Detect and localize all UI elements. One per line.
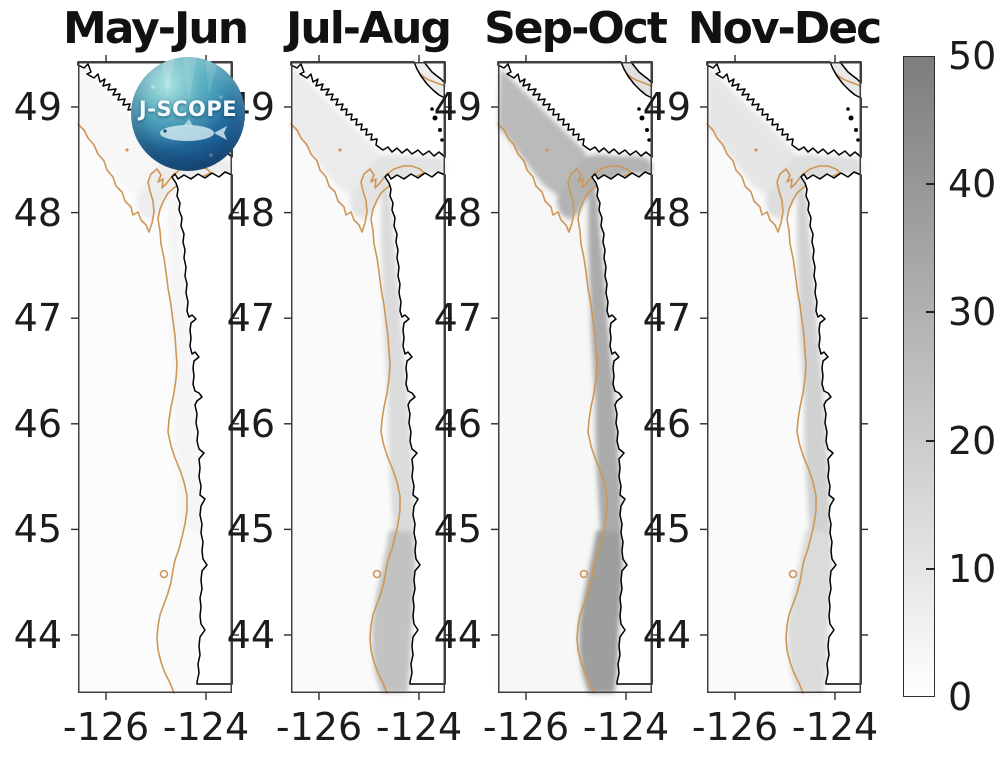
region-heceta-bank <box>788 530 831 693</box>
y-tick-label: 48 <box>433 190 482 235</box>
panel-border <box>498 62 652 693</box>
colorbar-tick-label: 20 <box>948 418 997 463</box>
y-tick-label: 46 <box>13 401 62 446</box>
x-tick-label: -124 <box>582 705 670 749</box>
x-tick-label: -124 <box>791 705 879 749</box>
wa-or-mainland-land <box>800 171 862 685</box>
panel-title: Nov-Dec <box>687 3 882 54</box>
y-tick-label: 47 <box>13 296 62 341</box>
shelf-break-contour <box>706 123 841 694</box>
region-vancouver-island-shelf <box>707 68 795 198</box>
colorbar-tick-label: 0 <box>948 675 973 719</box>
panel-border <box>78 62 232 693</box>
axis-tick-marks <box>491 55 659 700</box>
y-tick-label: 48 <box>13 190 62 235</box>
seamount-dot <box>125 148 129 152</box>
y-tick-label: 46 <box>226 401 275 446</box>
y-tick-label: 45 <box>642 507 691 552</box>
y-tick-label: 49 <box>642 85 691 129</box>
y-tick-label: 44 <box>226 613 275 657</box>
colorbar-tick-mark <box>926 567 935 570</box>
y-tick-label: 47 <box>642 296 691 341</box>
shelf-break-contour <box>497 123 632 694</box>
jscope-logo: J-SCOPE <box>131 57 245 171</box>
colorbar-tick-mark <box>926 311 935 314</box>
panel-title: May-Jun <box>62 3 249 54</box>
san-juan-islands <box>637 107 651 142</box>
y-tick-label: 45 <box>433 507 482 552</box>
y-tick-label: 48 <box>642 190 691 235</box>
wa-or-mainland-land <box>591 171 653 685</box>
map-panel-may-jun: May-Jun 49 48 47 46 45 44 <box>14 5 249 747</box>
x-tick-label: -124 <box>162 705 250 749</box>
san-juan-islands <box>430 107 444 142</box>
region-heceta-bank <box>159 530 202 693</box>
colorbar-tick-mark <box>926 183 935 186</box>
colorbar <box>903 56 935 697</box>
bank-contour-loop <box>579 569 589 579</box>
x-tick-label: -126 <box>691 705 779 749</box>
colorbar-tick-label: 10 <box>948 546 997 591</box>
map-panel-sep-oct: Sep-Oct 49 48 47 46 45 44 <box>434 5 669 747</box>
map-panel-jul-aug: Jul-Aug 49 48 47 46 45 44 <box>227 5 462 747</box>
y-axis-tick-labels: 49 48 47 46 45 44 <box>8 62 70 693</box>
map-panel-nov-dec: Nov-Dec 49 48 47 46 45 44 <box>643 5 883 747</box>
colorbar-tick-mark <box>926 439 935 442</box>
x-tick-label: -124 <box>375 705 463 749</box>
y-tick-label: 45 <box>13 507 62 552</box>
x-tick-label: -126 <box>482 705 570 749</box>
san-juan-islands <box>846 107 860 142</box>
panel-border <box>291 62 445 693</box>
bank-contour-loop <box>788 569 798 579</box>
landmasses <box>706 61 862 685</box>
y-axis-tick-labels: 49 48 47 46 45 44 <box>428 62 490 693</box>
y-tick-label: 44 <box>13 613 62 657</box>
x-tick-label: -126 <box>275 705 363 749</box>
axis-tick-marks <box>284 55 452 700</box>
region-heceta-bank <box>372 530 415 693</box>
logo-artwork <box>151 57 227 157</box>
y-tick-label: 47 <box>433 296 482 341</box>
colorbar-tick-label: 50 <box>948 34 997 78</box>
y-tick-label: 46 <box>433 401 482 446</box>
panel-title: Jul-Aug <box>286 3 452 54</box>
landmasses <box>290 61 446 685</box>
map-plot-area <box>491 55 659 700</box>
wa-or-mainland-land <box>171 171 233 685</box>
region-vancouver-island-shelf <box>78 68 166 198</box>
bank-contour-loop <box>372 569 382 579</box>
y-tick-label: 49 <box>13 85 62 129</box>
seamount-dot <box>545 148 549 152</box>
map-plot-area <box>284 55 452 700</box>
y-tick-label: 46 <box>642 401 691 446</box>
y-tick-label: 44 <box>642 613 691 657</box>
y-tick-label: 48 <box>226 190 275 235</box>
y-tick-label: 45 <box>226 507 275 552</box>
y-tick-label: 49 <box>433 85 482 129</box>
colorbar-tick-label: 40 <box>948 162 997 207</box>
panel-border <box>707 62 861 693</box>
colorbar-tick-label: 30 <box>948 290 997 335</box>
region-vancouver-island-shelf <box>498 68 586 198</box>
jscope-logo-text: J-SCOPE <box>138 97 238 121</box>
region-heceta-bank <box>579 530 622 693</box>
x-tick-label: -126 <box>62 705 150 749</box>
panel-title: Sep-Oct <box>484 3 668 54</box>
shelf-break-contour <box>290 123 425 694</box>
y-axis-tick-labels: 49 48 47 46 45 44 <box>637 62 699 693</box>
wa-or-mainland-land <box>384 171 446 685</box>
shelf-break-contour <box>77 123 212 694</box>
y-tick-label: 47 <box>226 296 275 341</box>
bank-contour-loop <box>159 569 169 579</box>
map-plot-area <box>700 55 868 700</box>
fish-silhouette <box>160 125 214 141</box>
axis-tick-marks <box>700 55 868 700</box>
seamount-dot <box>754 148 758 152</box>
region-vancouver-island-shelf <box>291 68 379 198</box>
landmasses <box>497 61 653 685</box>
y-tick-label: 44 <box>433 613 482 657</box>
seamount-dot <box>338 148 342 152</box>
